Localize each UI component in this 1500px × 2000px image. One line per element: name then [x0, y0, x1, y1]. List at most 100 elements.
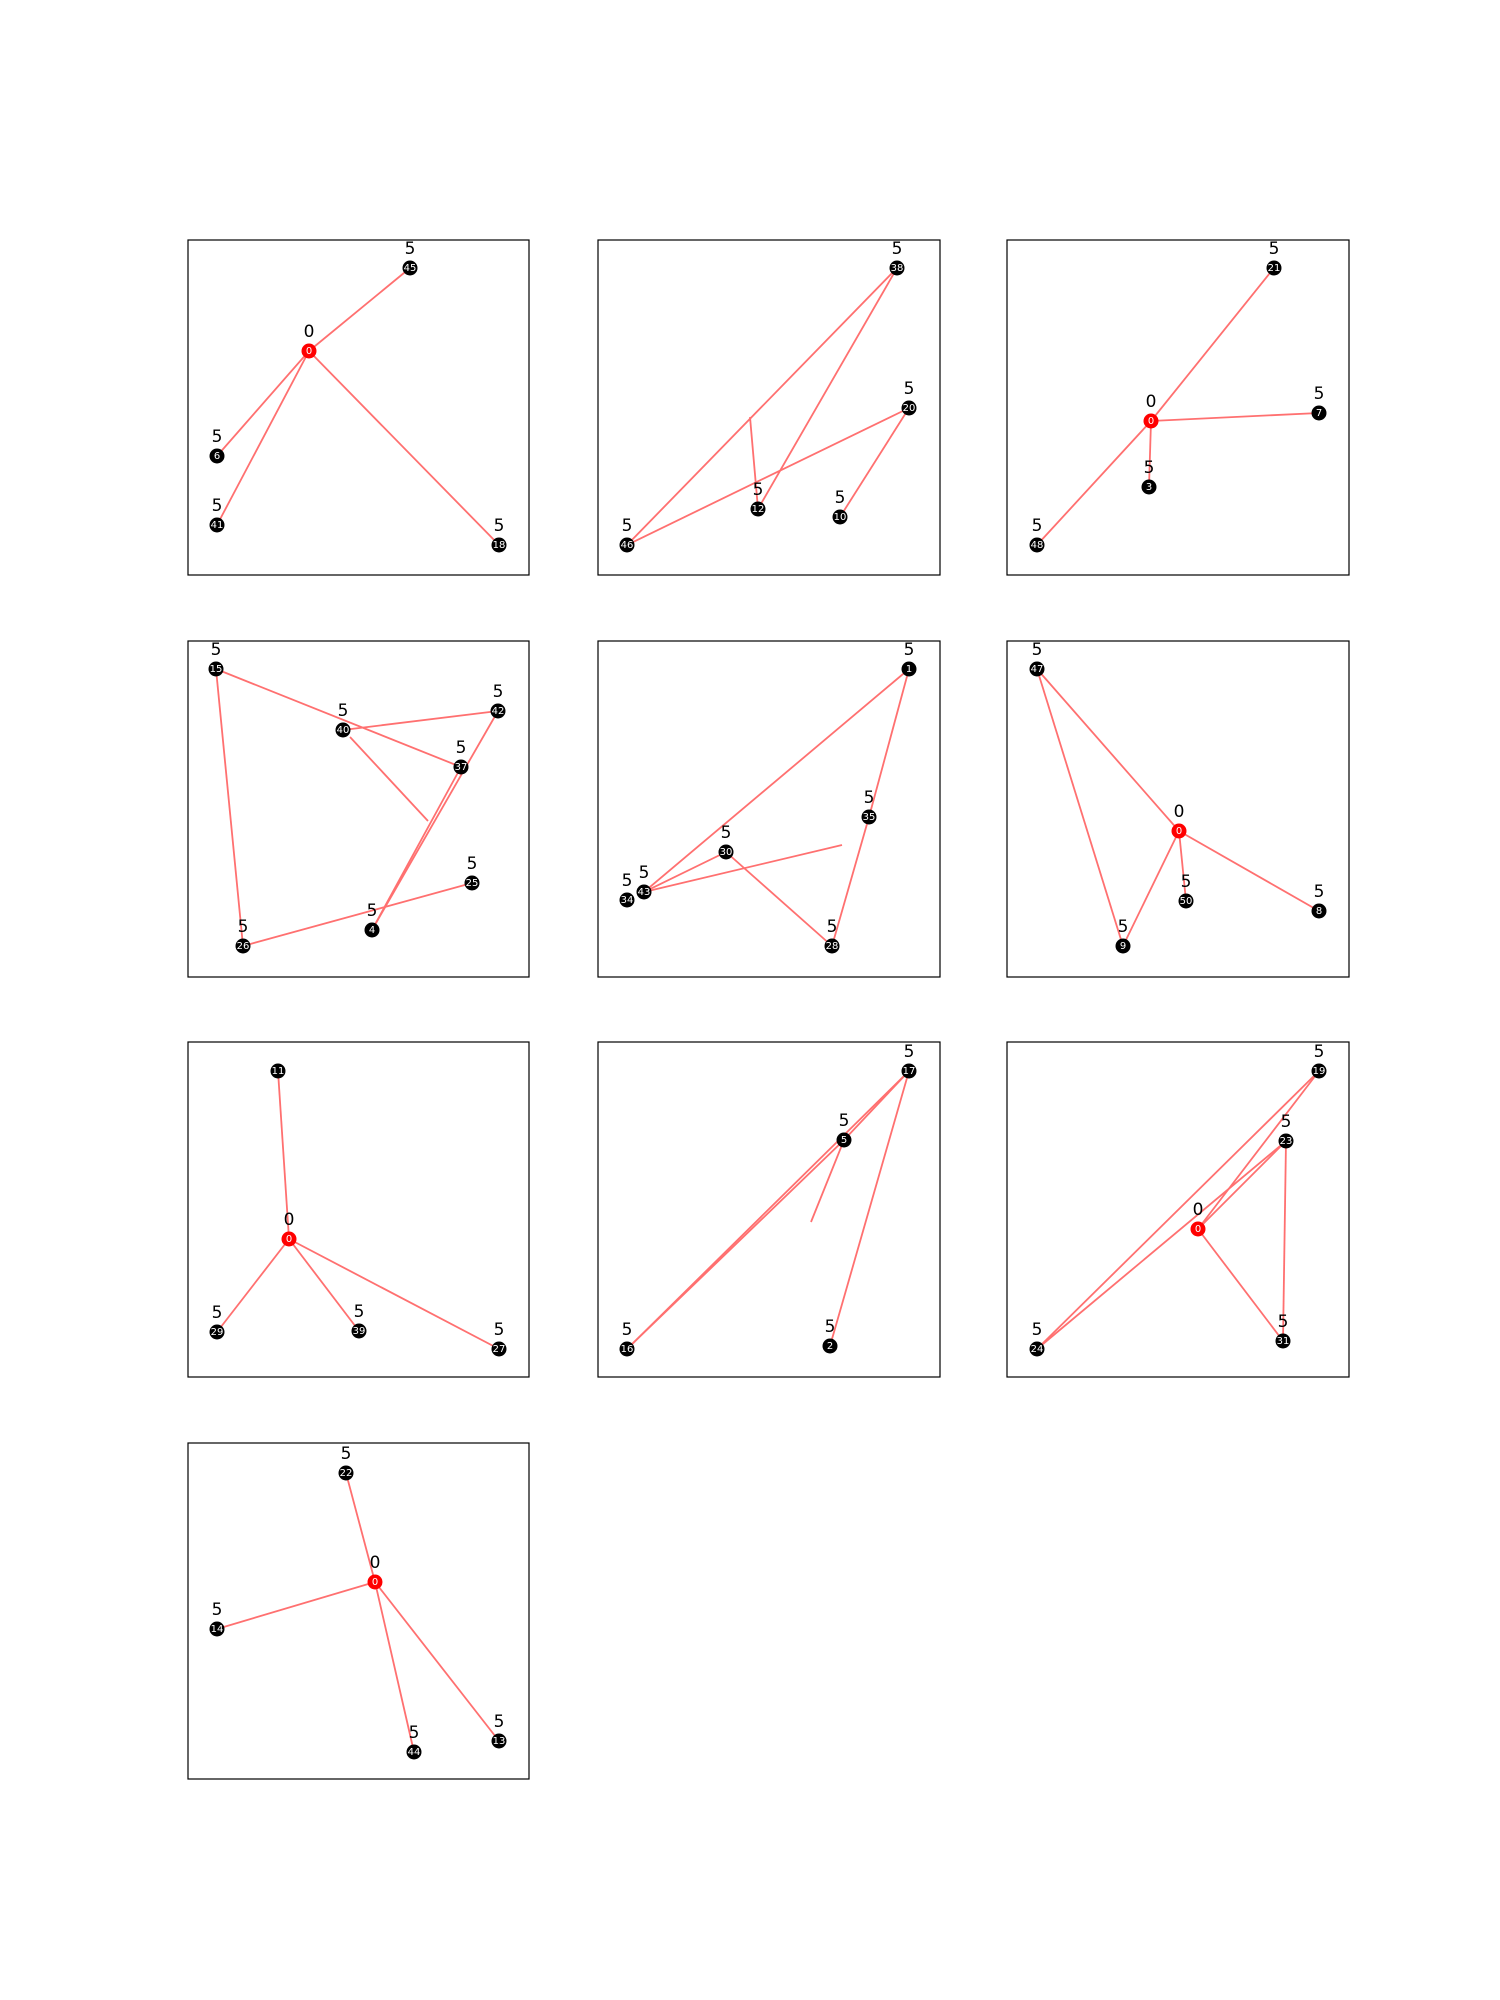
node-marker — [619, 537, 635, 553]
edge-segment — [749, 416, 759, 510]
node-id-label: 13 — [493, 1736, 506, 1747]
node-marker — [209, 1621, 225, 1637]
node-marker — [1311, 405, 1327, 421]
node-id-label: 16 — [621, 1344, 634, 1355]
node-value-label: 5 — [904, 379, 915, 399]
node-16: 165 — [619, 1320, 635, 1357]
node-30: 305 — [718, 823, 734, 860]
edge-segment — [643, 844, 843, 893]
node-value-label: 5 — [409, 1723, 420, 1743]
node-47: 475 — [1029, 640, 1045, 677]
node-value-label: 5 — [456, 738, 467, 758]
edge-23-24 — [1036, 1140, 1287, 1350]
node-34: 345 — [619, 871, 635, 908]
node-value-label: 5 — [904, 640, 915, 660]
node-46: 465 — [619, 516, 635, 553]
node-5: 55 — [836, 1111, 852, 1148]
root-node-marker — [1143, 413, 1159, 429]
edge-0-27 — [288, 1238, 500, 1350]
node-marker — [822, 1338, 838, 1354]
node-value-label: 5 — [238, 917, 249, 937]
edge-5-16 — [626, 1139, 845, 1350]
edge-47-9 — [1036, 668, 1124, 947]
edge-19-0 — [1197, 1070, 1320, 1230]
node-value-label: 0 — [284, 1210, 295, 1230]
node-25: 255 — [464, 854, 480, 891]
node-38: 385 — [889, 239, 905, 276]
node-id-label: 18 — [493, 540, 506, 551]
edge-0-31 — [1197, 1228, 1284, 1342]
node-id-label: 42 — [492, 706, 505, 717]
node-value-label: 5 — [839, 1111, 850, 1131]
node-marker — [464, 875, 480, 891]
node-id-label: 47 — [1031, 664, 1044, 675]
node-marker — [490, 703, 506, 719]
node-id-label: 43 — [638, 887, 651, 898]
root-node-marker — [281, 1231, 297, 1247]
node-value-label: 5 — [753, 480, 764, 500]
node-id-label: 30 — [720, 847, 733, 858]
node-id-label: 2 — [827, 1341, 833, 1352]
root-node-marker — [1190, 1221, 1206, 1237]
node-id-label: 0 — [1148, 416, 1154, 427]
node-marker — [1275, 1333, 1291, 1349]
node-marker — [491, 1733, 507, 1749]
node-id-label: 39 — [353, 1326, 366, 1337]
panel-frame — [187, 1041, 530, 1378]
node-13: 135 — [491, 1712, 507, 1749]
node-marker — [861, 809, 877, 825]
node-id-label: 0 — [286, 1234, 292, 1245]
node-value-label: 5 — [1144, 458, 1155, 478]
node-value-label: 5 — [494, 516, 505, 536]
node-17: 175 — [901, 1042, 917, 1079]
node-value-label: 5 — [721, 823, 732, 843]
root-node-marker — [301, 343, 317, 359]
node-41: 415 — [209, 496, 225, 533]
node-id-label: 9 — [1120, 941, 1126, 952]
node-marker — [364, 922, 380, 938]
node-marker — [1311, 903, 1327, 919]
node-12: 125 — [750, 480, 766, 517]
node-id-label: 12 — [752, 504, 765, 515]
node-id-label: 38 — [891, 263, 904, 274]
node-value-label: 0 — [1146, 392, 1157, 412]
root-node-marker — [1171, 823, 1187, 839]
node-26: 265 — [235, 917, 251, 954]
graph-panel-8: 175 55 165 2 5 — [597, 1041, 941, 1378]
edge-26-25 — [242, 882, 473, 947]
node-id-label: 40 — [337, 725, 350, 736]
node-marker — [1029, 537, 1045, 553]
node-value-label: 5 — [467, 854, 478, 874]
node-7: 75 — [1311, 384, 1327, 421]
node-44: 445 — [406, 1723, 422, 1760]
node-value-label: 5 — [1269, 239, 1280, 259]
node-9: 95 — [1115, 917, 1131, 954]
edge-0-11 — [277, 1070, 290, 1240]
node-1: 15 — [901, 640, 917, 677]
node-value-label: 5 — [493, 682, 504, 702]
node-0: 00 — [367, 1553, 383, 1590]
panel-frame — [597, 640, 941, 978]
node-value-label: 0 — [304, 322, 315, 342]
edge-0-23 — [1197, 1140, 1287, 1230]
node-value-label: 5 — [1032, 640, 1043, 660]
node-43: 435 — [636, 863, 652, 900]
edge-42-4 — [371, 710, 499, 931]
edge-1-35 — [868, 668, 910, 818]
node-50: 505 — [1178, 872, 1194, 909]
node-id-label: 3 — [1146, 482, 1152, 493]
node-value-label: 5 — [1281, 1112, 1292, 1132]
node-value-label: 5 — [622, 516, 633, 536]
edges — [1036, 1070, 1320, 1350]
node-id-label: 46 — [621, 540, 634, 551]
edges — [216, 1472, 500, 1753]
node-6: 65 — [209, 427, 225, 464]
node-id-label: 31 — [1277, 1336, 1290, 1347]
node-id-label: 28 — [826, 941, 839, 952]
